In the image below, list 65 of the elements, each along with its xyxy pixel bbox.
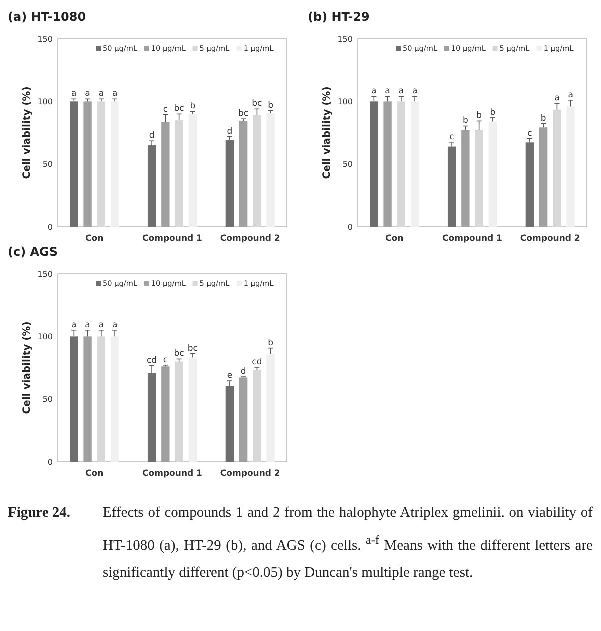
data-label: b — [268, 100, 274, 111]
data-label: a — [85, 89, 90, 100]
chart-title: (c) AGS — [8, 245, 58, 259]
y-axis-title: Cell viability (%) — [22, 322, 33, 414]
y-tick-label: 0 — [48, 458, 53, 467]
y-tick-label: 100 — [338, 97, 353, 106]
data-label: d — [240, 367, 246, 378]
x-tick-label: Compound 1 — [142, 234, 203, 244]
data-label: a — [554, 94, 560, 104]
data-label: c — [528, 128, 533, 139]
x-tick-label: Compound 2 — [220, 234, 280, 244]
x-tick-label: Compound 1 — [442, 234, 503, 244]
data-label: c — [163, 104, 168, 115]
y-tick-label: 150 — [38, 34, 53, 44]
x-tick-label: Con — [386, 234, 404, 244]
y-axis-title: Cell viability (%) — [22, 86, 33, 180]
data-label: d — [227, 126, 233, 137]
data-label: e — [227, 371, 233, 382]
data-label: bc — [252, 99, 263, 110]
text: Effects of compounds 1 and 2 from the halophyte Atriplex gmelinii. on viability of HT-1080 (a), HT-29 (b), and AGS (c) cells. $^{a-f}$ Means with the different letters are significantly different (p<0.05) by Duncan's multiple range test. — [103, 504, 593, 583]
data-label: b — [490, 108, 496, 118]
y-tick-label: 0 — [348, 222, 353, 232]
data-label: a — [568, 90, 574, 100]
chart-title: (a) HT-1080 — [8, 10, 86, 24]
y-tick-label: 50 — [342, 160, 353, 170]
data-label: a — [385, 86, 390, 97]
data-label: c — [450, 132, 455, 142]
x-tick-label: Compound 1 — [142, 469, 203, 479]
caption: Figure 24. — [8, 504, 72, 523]
data-label: b — [462, 116, 468, 126]
data-label: a — [412, 86, 418, 97]
data-label: bc — [174, 104, 185, 114]
data-label: cd — [252, 358, 262, 368]
x-tick-label: Compound 2 — [220, 469, 280, 479]
data-label: a — [85, 320, 90, 330]
data-label: c — [163, 355, 168, 366]
data-label: bc — [238, 109, 249, 120]
data-label: bc — [188, 344, 198, 354]
data-label: a — [72, 320, 77, 330]
x-tick-label: Con — [86, 469, 104, 479]
data-label: a — [72, 89, 77, 100]
data-label: b — [190, 102, 196, 112]
data-label: bc — [174, 349, 185, 360]
data-label: cd — [147, 356, 158, 366]
y-tick-label: 100 — [38, 97, 53, 106]
y-tick-label: 0 — [48, 222, 53, 232]
data-label: a — [372, 86, 377, 97]
chart-title: (b) HT-29 — [308, 10, 370, 24]
y-tick-label: 100 — [38, 332, 53, 342]
y-axis-title: Cell viability (%) — [322, 86, 333, 180]
data-label: a — [98, 89, 104, 100]
x-tick-label: Con — [86, 234, 104, 244]
data-label: b — [476, 111, 482, 122]
y-tick-label: 50 — [42, 395, 53, 404]
data-label: b — [268, 338, 274, 348]
data-label: a — [398, 86, 404, 97]
y-tick-label: 50 — [42, 160, 53, 170]
y-tick-label: 150 — [338, 34, 353, 44]
data-label: a — [112, 89, 118, 100]
x-tick-label: Compound 2 — [520, 234, 580, 244]
data-label: a — [98, 320, 104, 330]
data-label: a — [112, 320, 118, 330]
y-tick-label: 150 — [38, 270, 53, 279]
data-label: b — [540, 114, 546, 124]
data-label: d — [149, 131, 155, 142]
